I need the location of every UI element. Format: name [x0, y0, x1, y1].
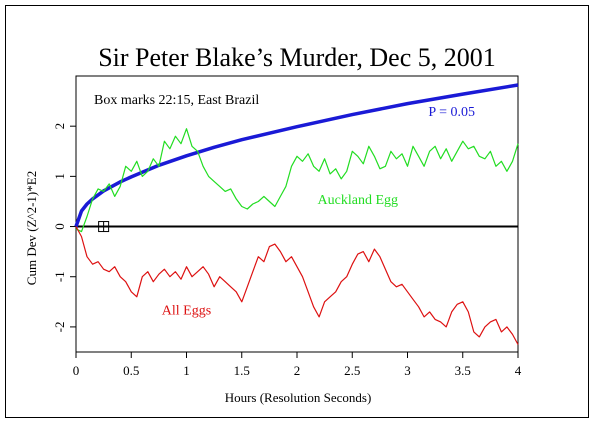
x-tick-label: 1.5 — [234, 363, 250, 378]
y-tick-label: 1 — [52, 173, 67, 180]
annotation-box-marks: Box marks 22:15, East Brazil — [94, 93, 259, 108]
auckland-egg-line — [75, 128, 519, 233]
p005-label: P = 0.05 — [428, 105, 475, 120]
x-tick-label: 4 — [515, 363, 522, 378]
x-tick-label: 2.5 — [344, 363, 360, 378]
y-tick-label: 0 — [52, 223, 67, 230]
chart-frame: Sir Peter Blake’s Murder, Dec 5, 2001 Bo… — [5, 5, 589, 418]
chart-title: Sir Peter Blake’s Murder, Dec 5, 2001 — [98, 43, 496, 72]
y-tick-label: -2 — [52, 321, 67, 332]
line-chart: Sir Peter Blake’s Murder, Dec 5, 2001 Bo… — [24, 43, 522, 405]
y-axis-label: Cum Dev (Z^2-1)*E2 — [24, 171, 39, 285]
p005-curve — [74, 83, 519, 228]
all-eggs-label: All Eggs — [162, 303, 211, 318]
x-axis-label: Hours (Resolution Seconds) — [225, 390, 372, 405]
x-tick-label: 3.5 — [455, 363, 471, 378]
x-tick-label: 3 — [404, 363, 411, 378]
plot-area: 0 0.5 1 1.5 2 2.5 3 3.5 4 -2 -1 0 1 2 P = 0.05 Auckland… — [52, 75, 522, 378]
y-tick-label: 2 — [52, 123, 67, 130]
all-eggs-line — [75, 226, 519, 345]
x-tick-label: 2 — [294, 363, 301, 378]
auckland-egg-label: Auckland Egg — [318, 193, 398, 208]
x-tick-label: 0 — [73, 363, 80, 378]
x-tick-label: 1 — [183, 363, 190, 378]
y-tick-label: -1 — [52, 271, 67, 282]
x-tick-label: 0.5 — [123, 363, 139, 378]
